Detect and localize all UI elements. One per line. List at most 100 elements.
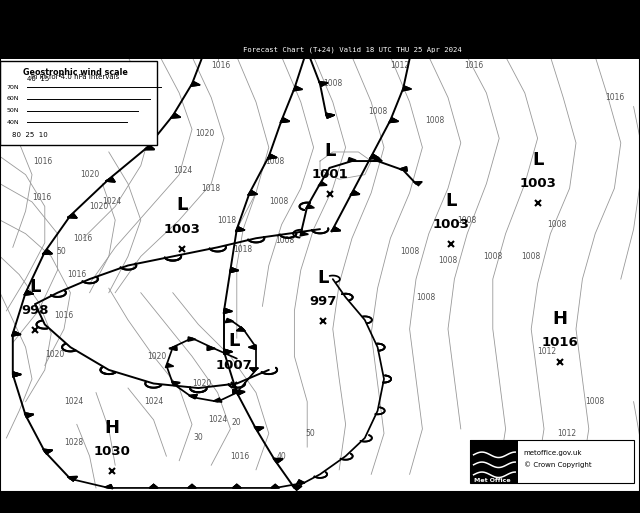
Polygon shape [250, 368, 259, 372]
Polygon shape [188, 484, 196, 488]
Polygon shape [254, 427, 264, 431]
Polygon shape [230, 267, 239, 272]
Polygon shape [223, 308, 232, 313]
Text: Geostrophic wind scale: Geostrophic wind scale [23, 68, 128, 77]
Polygon shape [248, 190, 257, 195]
Polygon shape [68, 477, 77, 481]
Text: 50: 50 [56, 247, 66, 256]
Polygon shape [43, 449, 52, 454]
Polygon shape [43, 250, 52, 254]
Text: 40N: 40N [6, 120, 19, 125]
Polygon shape [213, 398, 222, 402]
Text: 1008: 1008 [323, 80, 342, 88]
Text: 1020: 1020 [192, 379, 211, 388]
Polygon shape [232, 484, 241, 488]
Polygon shape [297, 480, 305, 484]
Text: 1024: 1024 [208, 416, 227, 424]
Text: 70N: 70N [6, 85, 19, 90]
Polygon shape [369, 154, 379, 159]
Polygon shape [326, 113, 335, 118]
Text: 1016: 1016 [74, 234, 93, 243]
Text: 1020: 1020 [147, 352, 166, 361]
FancyBboxPatch shape [0, 61, 157, 145]
Text: H: H [104, 419, 120, 437]
Polygon shape [189, 394, 197, 399]
Text: L: L [317, 269, 329, 287]
Polygon shape [43, 250, 52, 254]
Text: 1008: 1008 [586, 397, 605, 406]
Polygon shape [169, 346, 177, 350]
Polygon shape [67, 213, 77, 218]
Text: 1016: 1016 [33, 156, 52, 166]
Polygon shape [191, 82, 200, 86]
Polygon shape [105, 485, 113, 488]
Polygon shape [293, 86, 303, 91]
Text: 1024: 1024 [64, 397, 83, 406]
Polygon shape [171, 113, 180, 118]
Polygon shape [230, 267, 239, 272]
Text: 50N: 50N [6, 108, 19, 113]
Text: 30: 30 [193, 433, 204, 443]
Polygon shape [297, 480, 305, 484]
Polygon shape [13, 372, 21, 377]
Polygon shape [237, 327, 245, 331]
Text: 1016: 1016 [464, 61, 483, 70]
Text: 1018: 1018 [218, 215, 237, 225]
Polygon shape [273, 459, 283, 463]
Text: 1024: 1024 [144, 397, 163, 406]
Polygon shape [350, 190, 360, 195]
Polygon shape [68, 477, 77, 481]
Polygon shape [331, 227, 340, 231]
Polygon shape [413, 182, 422, 186]
Polygon shape [254, 427, 264, 431]
Polygon shape [12, 331, 21, 336]
Polygon shape [43, 250, 52, 254]
Text: L: L [228, 332, 239, 350]
Text: 1008: 1008 [458, 215, 477, 225]
Polygon shape [224, 349, 232, 354]
Polygon shape [24, 290, 33, 295]
Polygon shape [43, 449, 52, 454]
Text: 1020: 1020 [90, 202, 109, 211]
Bar [470, 440, 634, 483]
Text: Forecast Chart (T+24) Valid 18 UTC THU 25 Apr 2024: Forecast Chart (T+24) Valid 18 UTC THU 2… [243, 47, 462, 53]
Polygon shape [350, 190, 360, 195]
Polygon shape [12, 331, 21, 336]
Text: L: L [177, 196, 188, 214]
Polygon shape [68, 477, 77, 481]
Text: 1028: 1028 [64, 438, 83, 447]
Text: 1008: 1008 [400, 247, 419, 256]
Text: 1003: 1003 [433, 218, 470, 231]
Polygon shape [24, 413, 34, 418]
Polygon shape [106, 177, 115, 182]
Text: 1008: 1008 [269, 198, 288, 206]
Polygon shape [236, 390, 245, 395]
Polygon shape [67, 213, 77, 218]
Bar [0, 38, 640, 59]
Text: metoffice.gov.uk: metoffice.gov.uk [524, 449, 582, 456]
Text: 1018: 1018 [234, 245, 253, 254]
Polygon shape [248, 345, 256, 349]
Text: 1016: 1016 [67, 270, 86, 279]
Polygon shape [280, 118, 289, 123]
Polygon shape [224, 349, 232, 354]
Text: 80  25  10: 80 25 10 [12, 132, 47, 139]
Polygon shape [236, 227, 245, 231]
Polygon shape [106, 177, 115, 182]
Polygon shape [188, 337, 196, 341]
Polygon shape [319, 82, 328, 86]
Text: 1008: 1008 [483, 252, 502, 261]
Text: 1012: 1012 [538, 347, 557, 356]
Text: 1016: 1016 [54, 311, 74, 320]
Polygon shape [280, 118, 289, 123]
Polygon shape [172, 381, 180, 386]
Polygon shape [236, 227, 245, 231]
Polygon shape [292, 486, 302, 490]
Polygon shape [331, 227, 340, 231]
Polygon shape [191, 82, 200, 86]
Text: © Crown Copyright: © Crown Copyright [524, 461, 591, 468]
Text: 1001: 1001 [311, 168, 348, 181]
Polygon shape [223, 308, 232, 313]
Polygon shape [271, 484, 280, 488]
Polygon shape [149, 484, 158, 488]
